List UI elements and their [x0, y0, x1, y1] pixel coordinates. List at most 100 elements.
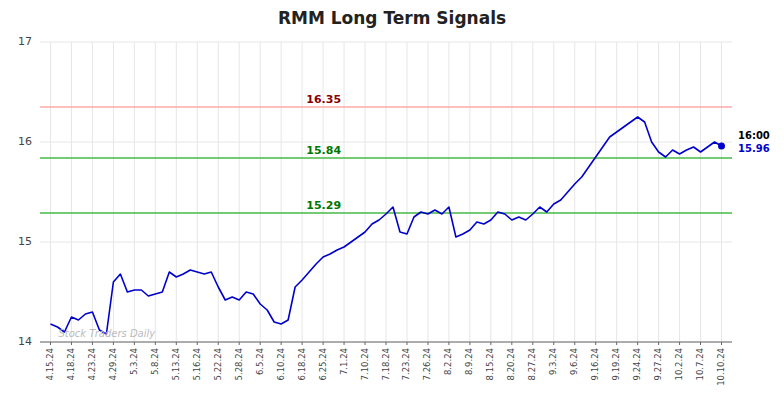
x-grid-line — [427, 42, 428, 342]
x-tick — [302, 342, 303, 345]
x-tick — [197, 342, 198, 345]
x-tick-label: 4.18.24 — [66, 348, 76, 380]
annotations: 16.3515.8415.2916:0015.96Stock Traders D… — [58, 93, 769, 339]
watermark: Stock Traders Daily — [58, 328, 156, 339]
reference-label: 16.35 — [306, 93, 341, 106]
x-grid-line — [679, 42, 680, 342]
x-tick — [637, 342, 638, 345]
x-grid-line — [490, 42, 491, 342]
x-tick-label: 6.25.24 — [318, 348, 328, 380]
x-tick — [113, 342, 114, 345]
x-tick-label: 4.29.24 — [108, 348, 118, 380]
x-grid-line — [365, 42, 366, 342]
x-tick — [448, 342, 449, 345]
reference-line — [40, 157, 732, 159]
x-tick-label: 9.6.24 — [569, 348, 579, 375]
x-tick — [427, 342, 428, 345]
x-tick-label: 6.5.24 — [255, 348, 265, 375]
x-tick-label: 5.8.24 — [150, 348, 160, 375]
reference-label: 15.29 — [306, 199, 341, 212]
x-tick — [92, 342, 93, 345]
x-grid-line — [637, 42, 638, 342]
x-tick — [595, 342, 596, 345]
x-tick — [406, 342, 407, 345]
x-grid-line — [574, 42, 575, 342]
plot-area — [40, 107, 732, 334]
x-tick — [574, 342, 575, 345]
x-tick-label: 9.16.24 — [590, 348, 600, 380]
x-grid-line — [448, 42, 449, 342]
x-tick-label: 5.16.24 — [192, 348, 202, 380]
x-tick-label: 5.3.24 — [129, 348, 139, 375]
x-grid-line — [302, 42, 303, 342]
x-tick — [155, 342, 156, 345]
x-tick-label: 5.13.24 — [171, 348, 181, 380]
x-tick — [658, 342, 659, 345]
x-tick — [281, 342, 282, 345]
x-tick — [323, 342, 324, 345]
x-tick — [134, 342, 135, 345]
x-tick — [260, 342, 261, 345]
x-tick-label: 7.10.24 — [360, 348, 370, 380]
x-grid-line — [469, 42, 470, 342]
x-tick — [532, 342, 533, 345]
x-grid-line — [511, 42, 512, 342]
x-grid-line — [616, 42, 617, 342]
x-tick-label: 7.1.24 — [339, 348, 349, 375]
x-grid-line — [134, 42, 135, 342]
y-tick-label: 17 — [18, 35, 32, 48]
x-axis: 4.15.24 4.18.24 4.23.24 4.29.24 5.3.24 5.8.24… — [40, 342, 732, 386]
x-grid-line — [553, 42, 554, 342]
x-tick-label: 8.27.24 — [527, 348, 537, 380]
x-grid-line — [281, 42, 282, 342]
x-grid-line — [71, 42, 72, 342]
x-tick-label: 4.23.24 — [87, 348, 97, 380]
x-tick-label: 7.26.24 — [422, 348, 432, 380]
x-grid-line — [700, 42, 701, 342]
x-grid-line — [239, 42, 240, 342]
x-tick-label: 9.27.24 — [653, 348, 663, 380]
x-grid-line — [532, 42, 533, 342]
time-annotation: 16:00 — [738, 130, 770, 141]
chart: 14 15 16 17 4.15.24 4.18.24 4.23.24 4.29.24 5.3.… — [0, 0, 784, 398]
y-tick-label: 14 — [18, 335, 32, 348]
end-point — [718, 143, 725, 150]
x-grid-line — [386, 42, 387, 342]
x-tick-label: 8.20.24 — [506, 348, 516, 380]
x-tick-label: 8.2.24 — [443, 348, 453, 375]
x-tick — [344, 342, 345, 345]
x-grid-line — [595, 42, 596, 342]
x-grid-line — [197, 42, 198, 342]
x-tick — [490, 342, 491, 345]
x-tick-label: 8.9.24 — [464, 348, 474, 375]
x-tick-label: 9.24.24 — [632, 348, 642, 380]
price-line — [50, 117, 721, 334]
x-grid-line — [260, 42, 261, 342]
x-tick-label: 9.3.24 — [548, 348, 558, 375]
x-tick-label: 7.23.24 — [401, 348, 411, 380]
y-axis: 14 15 16 17 — [18, 35, 32, 348]
x-grid-line — [50, 42, 51, 342]
x-tick-label: 4.15.24 — [45, 348, 55, 380]
x-tick — [679, 342, 680, 345]
x-tick — [386, 342, 387, 345]
x-grid-line — [113, 42, 114, 342]
x-tick — [176, 342, 177, 345]
x-tick-label: 5.28.24 — [234, 348, 244, 380]
x-tick — [218, 342, 219, 345]
y-tick-label: 16 — [18, 135, 32, 148]
x-tick-label: 7.18.24 — [381, 348, 391, 380]
y-tick-label: 15 — [18, 235, 32, 248]
x-grid-line — [218, 42, 219, 342]
x-tick — [553, 342, 554, 345]
reference-line — [40, 106, 732, 108]
x-tick-label: 5.22.24 — [213, 348, 223, 380]
x-grid-line — [658, 42, 659, 342]
x-tick — [469, 342, 470, 345]
title: RMM Long Term Signals — [278, 8, 506, 28]
x-tick — [365, 342, 366, 345]
x-tick — [616, 342, 617, 345]
x-tick — [50, 342, 51, 345]
grid — [40, 42, 732, 342]
x-tick — [721, 342, 722, 345]
